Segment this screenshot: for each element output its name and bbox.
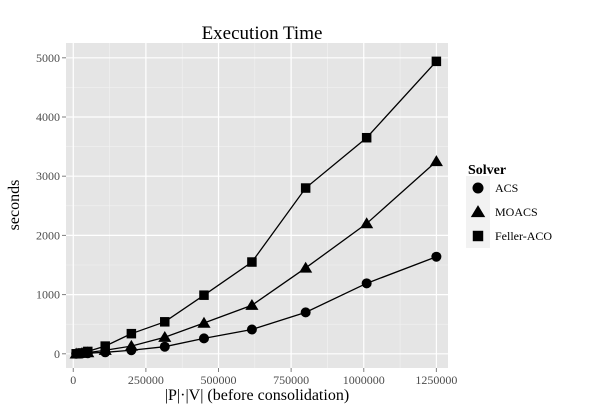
series-points bbox=[69, 56, 443, 359]
data-point-feller-aco bbox=[100, 341, 110, 351]
data-point-feller-aco bbox=[160, 317, 170, 327]
x-tick-label: 250000 bbox=[128, 373, 164, 387]
data-point-moacs bbox=[245, 298, 259, 310]
legend-marker-feller-aco bbox=[472, 230, 484, 242]
legend-title: Solver bbox=[468, 163, 506, 178]
data-point-moacs bbox=[158, 330, 172, 342]
data-point-moacs bbox=[429, 155, 443, 167]
legend-label-feller-aco: Feller-ACO bbox=[495, 229, 552, 243]
data-point-feller-aco bbox=[431, 56, 442, 67]
data-point-feller-aco bbox=[199, 290, 209, 300]
data-point-feller-aco bbox=[361, 132, 372, 143]
y-axis-label: seconds bbox=[6, 180, 23, 231]
x-tick-label: 500000 bbox=[201, 373, 237, 387]
x-tick-label: 750000 bbox=[273, 373, 309, 387]
x-tick-label: 1250000 bbox=[415, 373, 457, 387]
data-point-feller-aco bbox=[83, 346, 93, 357]
legend: Solver ACS MOACS Feller-ACO bbox=[466, 163, 552, 248]
y-tick-label: 2000 bbox=[36, 228, 60, 242]
data-point-acs bbox=[361, 278, 372, 289]
data-point-acs bbox=[198, 333, 209, 344]
x-tick-label: 0 bbox=[70, 373, 76, 387]
data-point-acs bbox=[431, 251, 442, 262]
legend-marker-moacs bbox=[470, 205, 486, 218]
legend-label-acs: ACS bbox=[495, 181, 518, 195]
data-point-moacs bbox=[299, 261, 313, 273]
data-point-feller-aco bbox=[300, 183, 311, 193]
y-tick-label: 5000 bbox=[36, 51, 60, 65]
y-tick-label: 4000 bbox=[36, 110, 60, 124]
x-axis-label: |P|·|V| (before consolidation) bbox=[165, 387, 349, 404]
data-point-acs bbox=[300, 307, 311, 318]
data-point-moacs bbox=[360, 217, 374, 229]
data-point-feller-aco bbox=[247, 257, 257, 267]
data-point-moacs bbox=[124, 339, 138, 351]
data-point-acs bbox=[246, 324, 257, 335]
legend-items: ACS MOACS Feller-ACO bbox=[466, 176, 552, 248]
y-tick-label: 3000 bbox=[36, 169, 60, 183]
data-point-feller-aco bbox=[77, 348, 87, 358]
grid-lines bbox=[66, 43, 448, 368]
data-point-feller-aco bbox=[126, 328, 137, 339]
y-tick-label: 1000 bbox=[36, 288, 60, 302]
data-point-feller-aco bbox=[71, 349, 81, 359]
data-point-moacs bbox=[197, 316, 211, 328]
legend-marker-acs bbox=[472, 182, 484, 194]
data-point-acs bbox=[159, 341, 170, 352]
x-tick-label: 1000000 bbox=[343, 373, 385, 387]
chart-title: Execution Time bbox=[202, 23, 323, 44]
legend-label-moacs: MOACS bbox=[495, 205, 538, 219]
axes: 0 250000 500000 750000 1000000 1250000 0 1000 20… bbox=[36, 51, 457, 387]
y-tick-label: 0 bbox=[54, 347, 60, 361]
